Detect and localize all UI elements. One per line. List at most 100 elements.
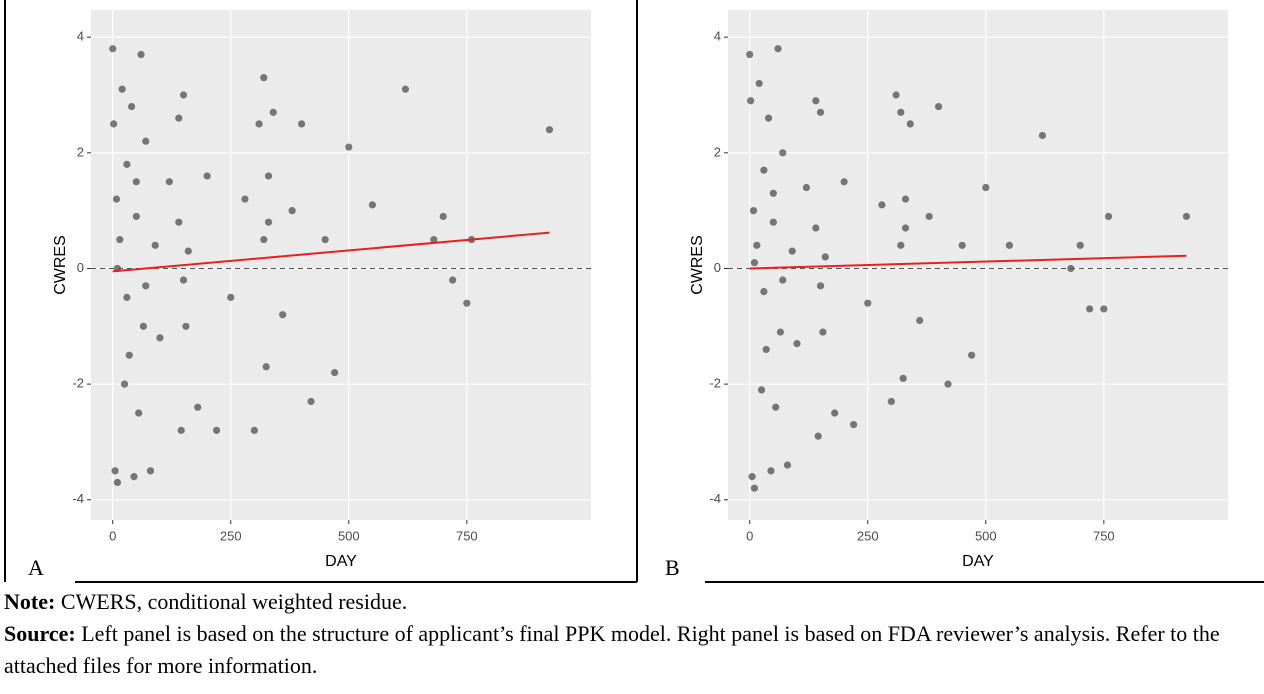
point — [849, 420, 858, 429]
point — [439, 212, 447, 221]
point — [749, 207, 758, 215]
point — [901, 224, 910, 232]
point — [779, 276, 787, 284]
point — [774, 45, 782, 53]
point — [109, 45, 117, 53]
point — [802, 183, 810, 192]
point — [260, 235, 268, 244]
point — [132, 212, 140, 221]
point — [125, 351, 133, 359]
point — [120, 380, 129, 388]
plot-background — [728, 10, 1228, 520]
point — [814, 432, 822, 440]
note-label: Note: — [4, 589, 56, 614]
point — [212, 426, 221, 434]
point — [934, 102, 943, 111]
point — [142, 282, 150, 290]
point — [760, 287, 768, 296]
plot-background — [91, 10, 591, 520]
point — [116, 235, 124, 244]
point — [958, 241, 966, 249]
point — [821, 253, 829, 261]
y-tick-label: 0 — [714, 260, 721, 275]
y-tick-label: 2 — [77, 144, 84, 159]
point — [142, 137, 150, 145]
x-tick-label: 500 — [975, 528, 997, 543]
source-text: Left panel is based on the structure of … — [4, 621, 1220, 678]
point — [264, 218, 273, 226]
point — [110, 120, 118, 128]
point — [765, 114, 773, 122]
point — [368, 201, 376, 209]
panel-label: A — [28, 555, 44, 580]
point — [331, 368, 339, 377]
point — [132, 178, 140, 186]
panel-label: B — [665, 555, 680, 580]
point — [897, 108, 905, 116]
point — [1086, 305, 1094, 313]
point — [816, 108, 825, 116]
point — [864, 299, 872, 307]
point — [897, 241, 905, 249]
point — [760, 166, 768, 174]
point — [112, 195, 121, 203]
point — [545, 126, 554, 134]
point — [139, 322, 148, 330]
point — [179, 276, 188, 284]
y-axis-title: CWRES — [689, 235, 706, 295]
point — [1038, 131, 1047, 140]
point — [264, 172, 273, 180]
point — [769, 218, 777, 226]
point — [750, 259, 759, 267]
x-tick-label: 0 — [746, 528, 753, 543]
x-tick-label: 250 — [857, 528, 879, 543]
point — [401, 85, 410, 93]
point — [1182, 212, 1191, 221]
point — [175, 114, 183, 122]
point — [788, 247, 796, 255]
point — [151, 241, 159, 249]
point — [901, 195, 910, 203]
point — [345, 143, 353, 151]
point — [430, 235, 438, 244]
point — [194, 403, 202, 411]
point — [184, 247, 192, 255]
point — [746, 50, 754, 59]
point — [111, 467, 119, 475]
figure: -4 -2 0 2 4 0 250 500 750 DAY CWRES A -4 -2 0 2 4 0 250 500… — [4, 0, 1264, 583]
point — [892, 91, 900, 99]
point — [146, 467, 155, 475]
point — [123, 293, 131, 301]
point — [250, 426, 258, 434]
point — [269, 108, 277, 116]
y-tick-label: -2 — [709, 376, 721, 391]
point — [772, 403, 780, 411]
y-tick-label: 2 — [714, 144, 721, 159]
point — [755, 79, 763, 88]
point — [130, 473, 138, 481]
point — [812, 97, 820, 105]
point — [916, 316, 924, 325]
point — [944, 380, 952, 388]
x-tick-label: 750 — [456, 528, 478, 543]
y-tick-label: -2 — [72, 376, 84, 391]
point — [128, 102, 136, 111]
point — [779, 149, 787, 157]
point — [118, 85, 126, 93]
point — [757, 386, 766, 394]
y-tick-label: -4 — [72, 491, 84, 506]
point — [227, 293, 235, 301]
point — [793, 340, 801, 348]
point — [255, 120, 263, 128]
x-tick-label: 500 — [338, 528, 360, 543]
point — [840, 178, 848, 186]
point — [1076, 241, 1084, 249]
point — [137, 50, 145, 59]
point — [1100, 305, 1108, 313]
note-text: CWERS, conditional weighted residue. — [60, 589, 408, 614]
x-axis-title: DAY — [962, 553, 994, 570]
y-tick-label: 4 — [77, 29, 84, 44]
point — [113, 478, 122, 487]
notes: Note: CWERS, conditional weighted residu… — [4, 586, 1260, 682]
point — [279, 311, 287, 319]
